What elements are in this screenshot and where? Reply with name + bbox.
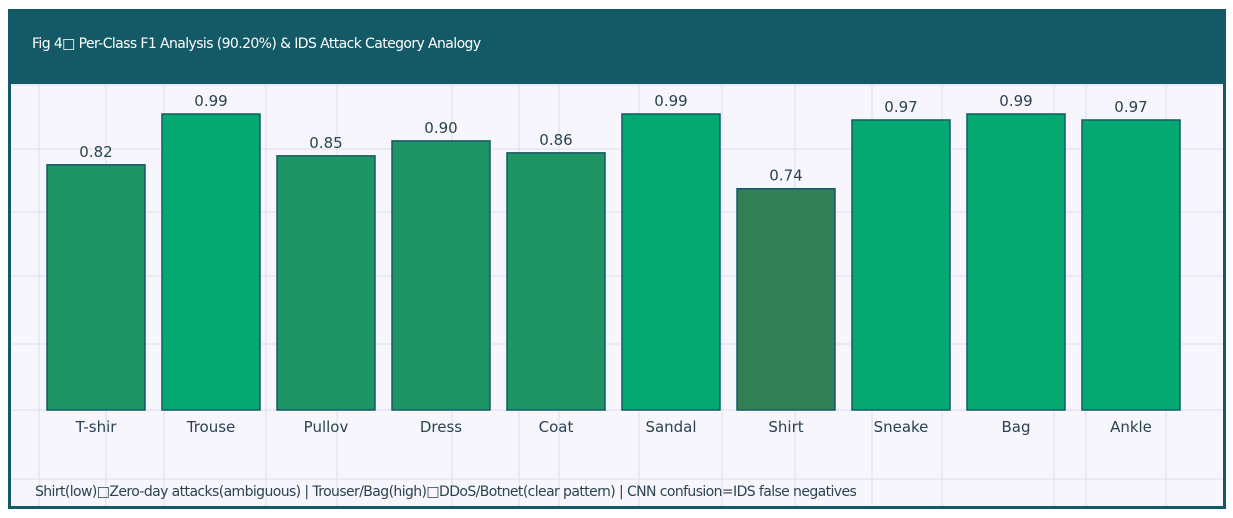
bar-pullov [276, 155, 376, 411]
bar-trouse [161, 113, 261, 411]
value-label: 0.90 [424, 119, 457, 137]
value-label: 0.97 [884, 98, 917, 116]
x-tick-label: Sneake [874, 418, 929, 436]
x-tick-label: Ankle [1110, 418, 1152, 436]
figure-title: Fig 4□ Per-Class F1 Analysis (90.20%) & … [32, 36, 481, 52]
x-tick-label: Sandal [645, 418, 696, 436]
value-label: 0.99 [654, 92, 687, 110]
footnote: Shirt(low)□Zero-day attacks(ambiguous) |… [35, 484, 857, 500]
value-label: 0.99 [999, 92, 1032, 110]
bar-bag [966, 113, 1066, 411]
x-tick-label: Bag [1001, 418, 1030, 436]
bar-chart: 0.82 0.99 0.85 0.90 0.86 0.99 0.74 0.97 0.99 0.97… [11, 84, 1223, 506]
bar-shirt [736, 187, 836, 411]
bar-ankle [1081, 119, 1181, 411]
value-label: 0.82 [79, 143, 112, 161]
x-tick-label: Dress [420, 418, 462, 436]
x-tick-labels: T-shir Trouse Pullov Dress Coat Sandal Shirt Sn… [75, 418, 1152, 436]
value-label: 0.85 [309, 134, 342, 152]
figure-panel: Fig 4□ Per-Class F1 Analysis (90.20%) & … [8, 9, 1226, 509]
x-tick-label: Trouse [186, 418, 236, 436]
x-tick-label: T-shir [75, 418, 118, 436]
x-tick-label: Shirt [768, 418, 803, 436]
value-label: 0.99 [194, 92, 227, 110]
bar-sneake [851, 119, 951, 411]
bar-dress [391, 140, 491, 411]
bar-coat [506, 152, 606, 411]
x-tick-label: Coat [539, 418, 574, 436]
bar-t-shir [46, 164, 146, 411]
value-label: 0.74 [769, 167, 802, 185]
value-label: 0.97 [1114, 98, 1147, 116]
bars [46, 113, 1181, 411]
bar-sandal [621, 113, 721, 411]
value-labels: 0.82 0.99 0.85 0.90 0.86 0.99 0.74 0.97 0.99 0.97 [79, 92, 1147, 185]
figure-header: Fig 4□ Per-Class F1 Analysis (90.20%) & … [11, 12, 1223, 84]
x-tick-label: Pullov [304, 418, 349, 436]
value-label: 0.86 [539, 131, 572, 149]
